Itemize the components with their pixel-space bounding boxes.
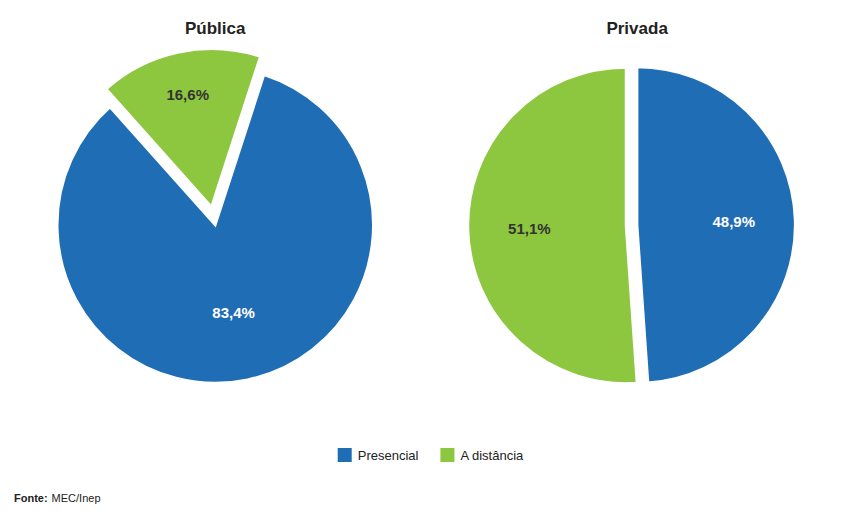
chart-title: Pública bbox=[185, 19, 246, 38]
chart-root: 83,4% 16,6% Pública 48,9% 51,1% Privada Presen… bbox=[0, 0, 861, 516]
source-note: Fonte: MEC/Inep bbox=[14, 492, 101, 504]
legend-swatch bbox=[440, 448, 454, 462]
data-label: 16,6% bbox=[166, 86, 209, 103]
chart-title: Privada bbox=[606, 19, 668, 38]
legend-label: Presencial bbox=[358, 448, 419, 463]
slices bbox=[468, 67, 795, 383]
legend-label: A distância bbox=[460, 448, 524, 463]
slices bbox=[57, 49, 373, 383]
pie: 48,9% 51,1% bbox=[468, 67, 795, 383]
data-label: 48,9% bbox=[712, 213, 755, 230]
pie-slice bbox=[106, 49, 260, 207]
pie: 83,4% 16,6% bbox=[57, 49, 373, 383]
data-labels: 83,4% 16,6% bbox=[166, 86, 254, 321]
annotation: MEC/Inep bbox=[52, 492, 101, 504]
legend-item: A distância bbox=[440, 448, 524, 463]
data-labels: 48,9% 51,1% bbox=[508, 213, 755, 237]
pie-slice bbox=[468, 67, 637, 383]
pie-slice bbox=[637, 67, 795, 383]
data-label: 83,4% bbox=[212, 304, 255, 321]
annotation: Fonte: bbox=[14, 492, 48, 504]
legend-swatch bbox=[338, 448, 352, 462]
legend-item: Presencial bbox=[338, 448, 419, 463]
legend: Presencial A distância bbox=[338, 448, 524, 463]
data-label: 51,1% bbox=[508, 220, 551, 237]
